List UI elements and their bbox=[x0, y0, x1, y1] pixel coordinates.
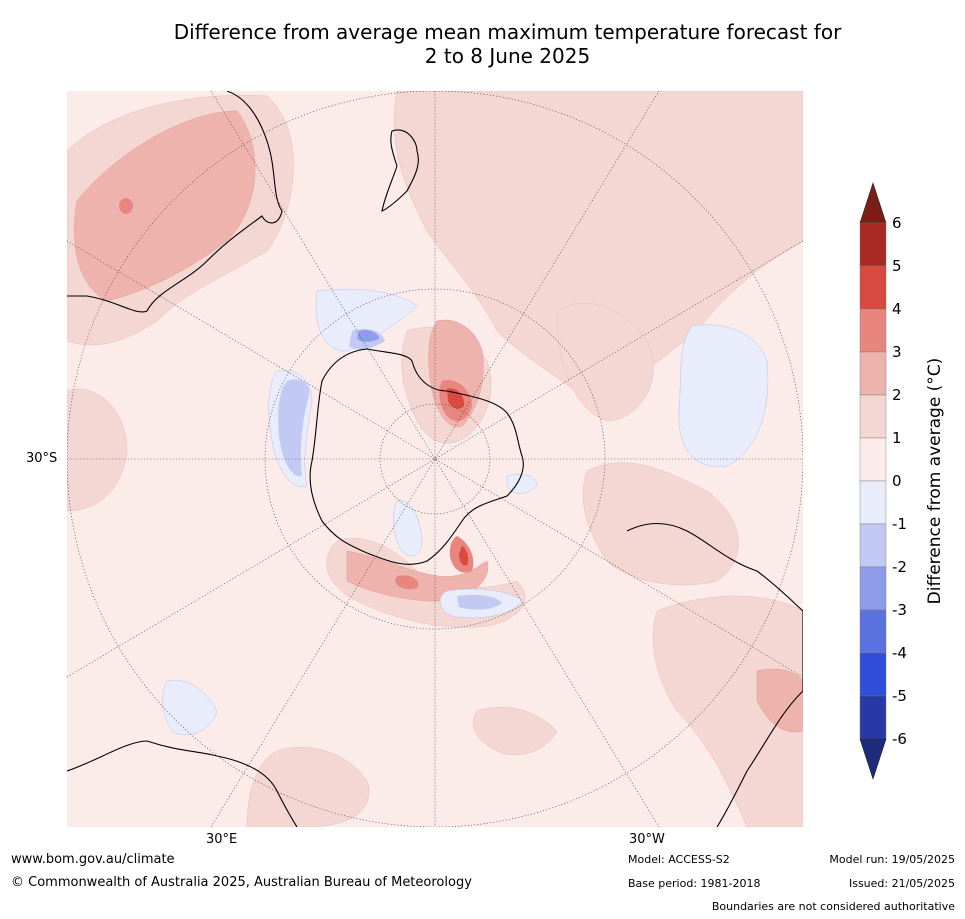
colorbar-segment bbox=[859, 523, 887, 568]
disclaimer-text: Boundaries are not considered authoritat… bbox=[711, 900, 955, 913]
colorbar: 6 5 4 3 2 1 0 -1 -2 -3 -4 -5 -6 Difference from avera… bbox=[859, 182, 945, 780]
title-line-1: Difference from average mean maximum tem… bbox=[173, 20, 842, 44]
base-period-text: Base period: 1981-2018 bbox=[628, 877, 761, 890]
website-link[interactable]: www.bom.gov.au/climate bbox=[11, 852, 175, 867]
polar-map bbox=[67, 91, 803, 827]
graticule bbox=[67, 91, 803, 827]
colorbar-segment bbox=[859, 652, 887, 697]
colorbar-segment bbox=[859, 308, 887, 353]
colorbar-tick-label: -1 bbox=[892, 515, 907, 533]
colorbar-label: Difference from average (°C) bbox=[925, 358, 945, 605]
colorbar-tick-label: 0 bbox=[892, 472, 902, 490]
model-text: Model: ACCESS-S2 bbox=[628, 853, 730, 866]
colorbar-tick-label: 5 bbox=[892, 257, 902, 275]
colorbar-tick-label: -5 bbox=[892, 687, 907, 705]
colorbar-arrow-bottom bbox=[859, 738, 887, 780]
colorbar-segment bbox=[859, 480, 887, 525]
colorbar-tick-label: 3 bbox=[892, 343, 902, 361]
copyright-text: © Commonwealth of Australia 2025, Austra… bbox=[11, 875, 472, 890]
colorbar-tick-label: -6 bbox=[892, 730, 907, 748]
colorbar-segment bbox=[859, 222, 887, 267]
colorbar-tick-label: 2 bbox=[892, 386, 902, 404]
colorbar-segment bbox=[859, 566, 887, 611]
longitude-east-label: 30°E bbox=[206, 832, 238, 847]
colorbar-segment bbox=[859, 351, 887, 396]
colorbar-tick-label: -3 bbox=[892, 601, 907, 619]
colorbar-tick-label: -4 bbox=[892, 644, 907, 662]
colorbar-segment bbox=[859, 609, 887, 654]
colorbar-tick-label: -2 bbox=[892, 558, 907, 576]
colorbar-tick-label: 4 bbox=[892, 300, 902, 318]
title-line-2: 2 to 8 June 2025 bbox=[424, 44, 591, 68]
colorbar-tick-label: 1 bbox=[892, 429, 902, 447]
colorbar-tick-label: 6 bbox=[892, 214, 902, 232]
model-run-text: Model run: 19/05/2025 bbox=[829, 853, 955, 866]
colorbar-segment bbox=[859, 695, 887, 740]
colorbar-segment bbox=[859, 265, 887, 310]
longitude-west-label: 30°W bbox=[629, 832, 665, 847]
colorbar-segment bbox=[859, 394, 887, 439]
latitude-label: 30°S bbox=[26, 451, 58, 466]
anomaly-neg3-neg2-regions bbox=[357, 330, 379, 342]
colorbar-arrow-top bbox=[859, 182, 887, 224]
colorbar-segment bbox=[859, 437, 887, 482]
coastlines bbox=[67, 91, 803, 827]
map-title: Difference from average mean maximum tem… bbox=[60, 20, 955, 68]
issued-text: Issued: 21/05/2025 bbox=[848, 877, 955, 890]
